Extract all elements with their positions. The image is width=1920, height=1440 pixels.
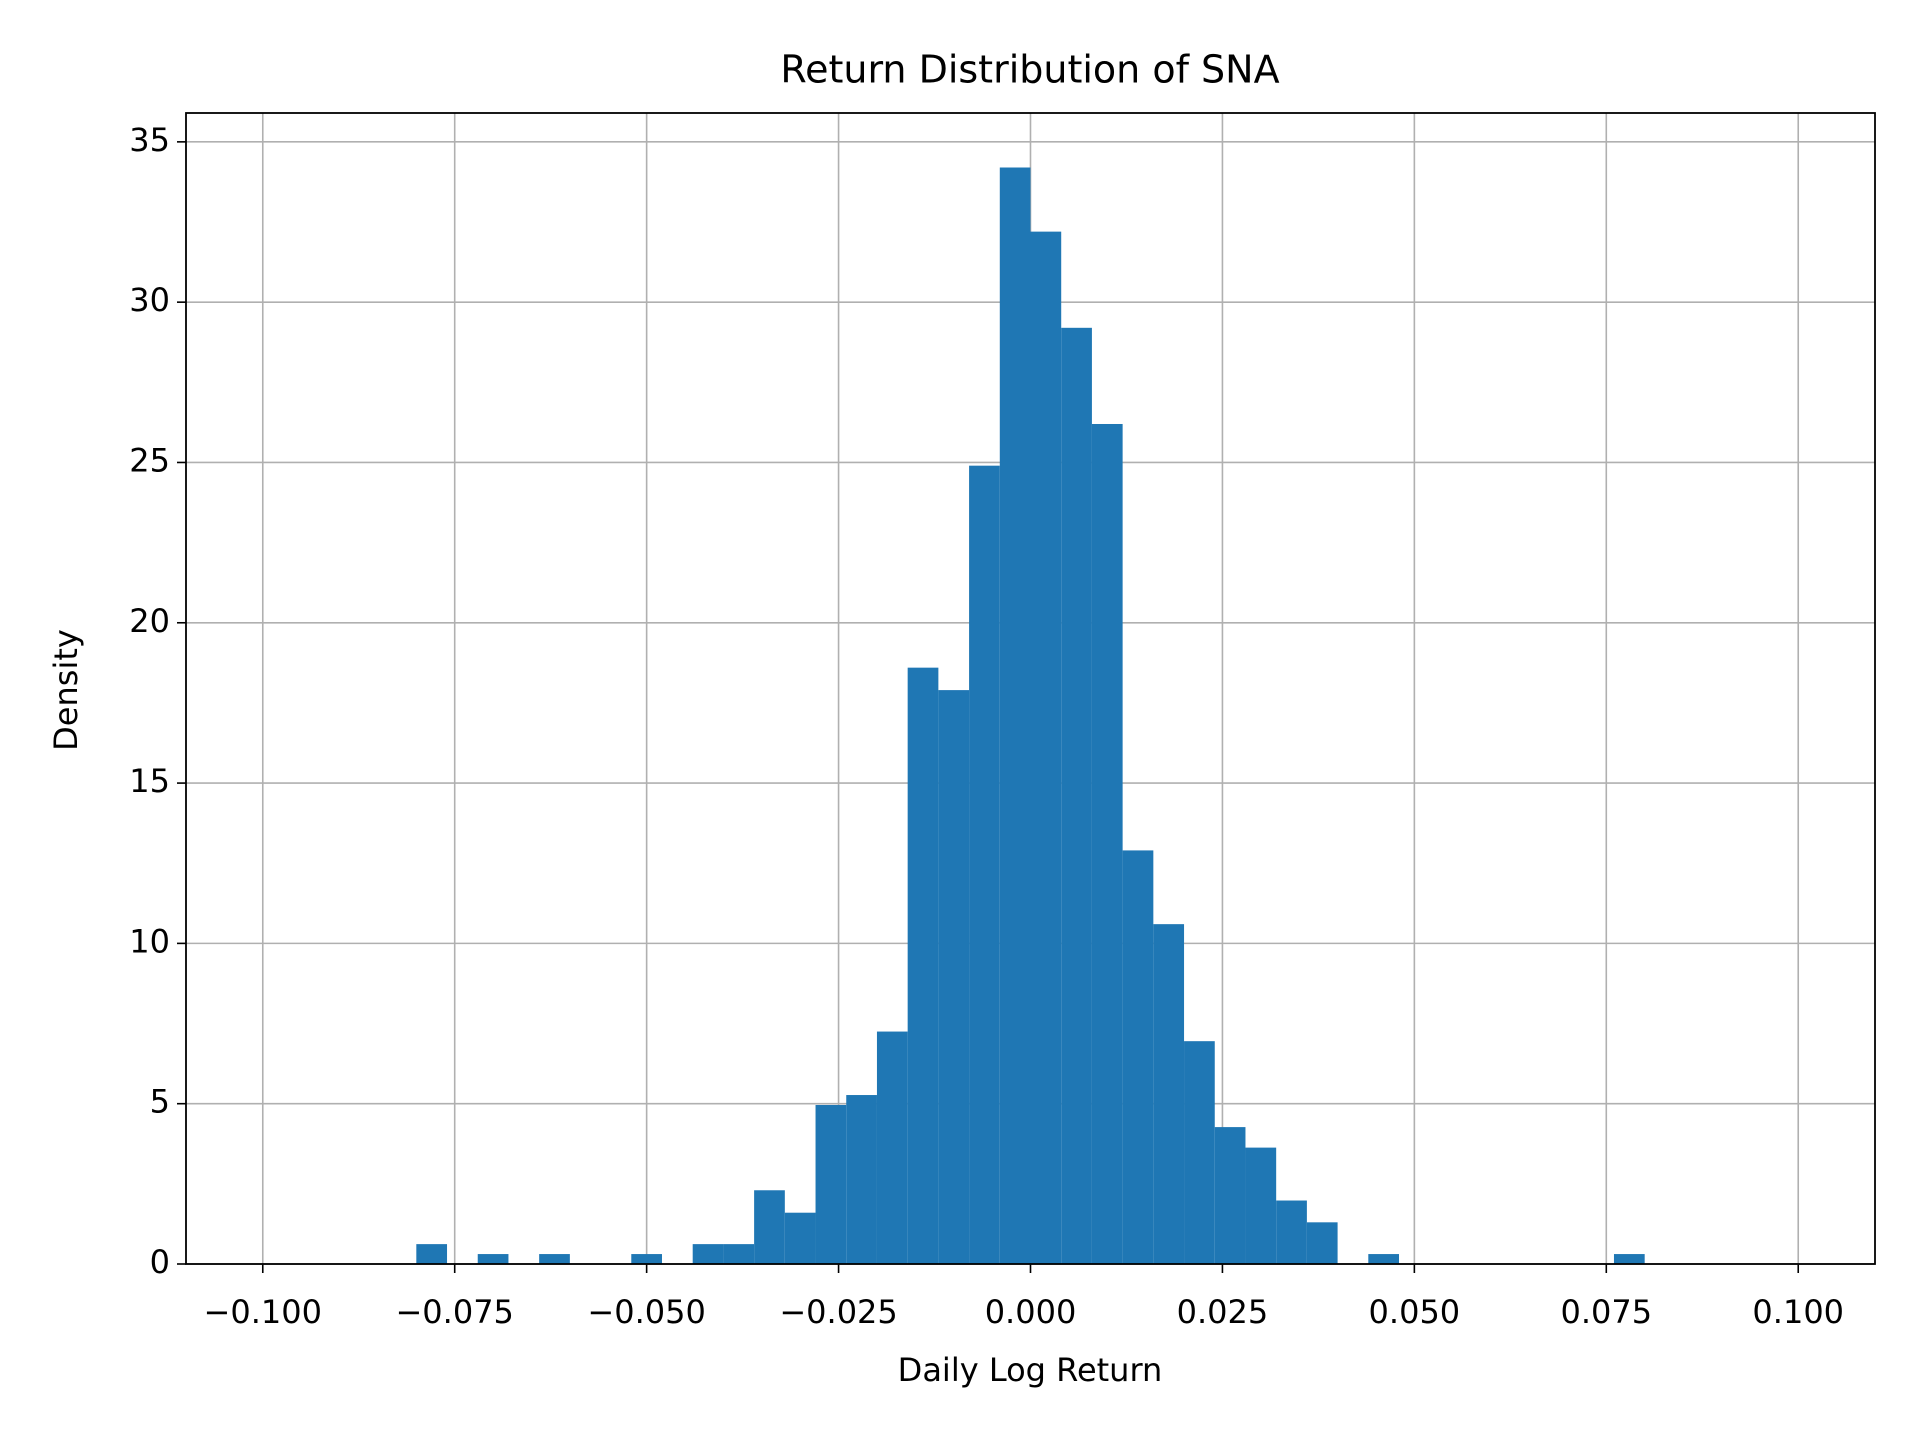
- bar: [907, 667, 939, 1264]
- y-tick-label: 15: [129, 762, 170, 800]
- x-tick-label: 0.050: [1369, 1293, 1461, 1331]
- bar: [876, 1031, 908, 1264]
- x-tick-label: −0.025: [779, 1293, 897, 1331]
- bar: [1091, 423, 1123, 1265]
- bar: [692, 1244, 724, 1264]
- bar: [938, 690, 970, 1264]
- bar: [1368, 1254, 1400, 1264]
- y-axis-label: Density: [47, 629, 85, 751]
- bar: [754, 1190, 785, 1264]
- x-tick-label: 0.000: [985, 1293, 1077, 1331]
- bar: [969, 465, 1000, 1265]
- x-tick-label: 0.100: [1752, 1293, 1844, 1331]
- bar: [1184, 1041, 1215, 1264]
- bar: [1245, 1147, 1277, 1264]
- plot-frame: [185, 112, 1876, 1265]
- bar: [1122, 850, 1154, 1264]
- bar: [1030, 231, 1062, 1265]
- chart-title: Return Distribution of SNA: [780, 48, 1279, 92]
- y-tick-label: 35: [129, 121, 170, 159]
- x-axis-label: Daily Log Return: [898, 1351, 1163, 1389]
- bar: [416, 1244, 448, 1264]
- bar: [846, 1095, 877, 1264]
- bar: [1214, 1127, 1246, 1264]
- bar: [784, 1212, 816, 1264]
- bar: [1613, 1254, 1645, 1264]
- x-tick-label: 0.075: [1560, 1293, 1652, 1331]
- y-tick-label: 25: [129, 441, 170, 479]
- x-tick-label: −0.050: [587, 1293, 705, 1331]
- bar: [1276, 1200, 1307, 1264]
- y-tick-label: 10: [129, 922, 170, 960]
- bar: [1153, 924, 1185, 1264]
- y-tick-label: 5: [150, 1083, 170, 1121]
- bar: [477, 1254, 509, 1264]
- bar: [723, 1244, 755, 1264]
- bar: [1061, 327, 1092, 1265]
- bar: [815, 1104, 847, 1264]
- x-tick-label: 0.025: [1177, 1293, 1269, 1331]
- x-tick-label: −0.100: [204, 1293, 322, 1331]
- bar: [631, 1254, 662, 1264]
- y-tick-label: 30: [129, 281, 170, 319]
- bar: [539, 1254, 570, 1264]
- y-tick-label: 20: [129, 602, 170, 640]
- bar: [1306, 1222, 1338, 1264]
- x-tick-label: −0.075: [395, 1293, 513, 1331]
- y-tick-label: 0: [150, 1243, 170, 1281]
- bar: [999, 167, 1031, 1265]
